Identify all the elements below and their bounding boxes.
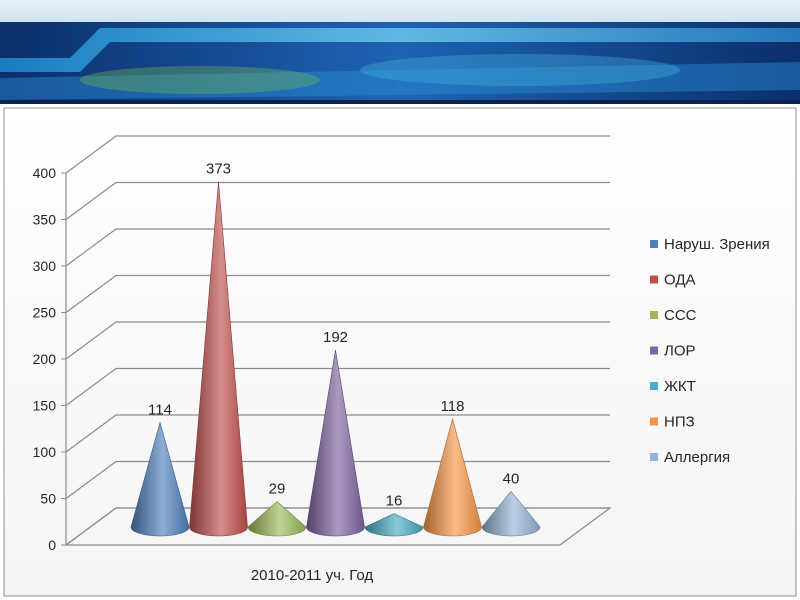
data-labels: 114 373 29 192 16 118 40	[148, 161, 519, 510]
legend-swatch	[650, 311, 658, 319]
cone-bar	[247, 501, 307, 537]
data-label: 373	[206, 161, 231, 178]
y-tick-label: 250	[33, 305, 57, 321]
legend-entry: ЛОР	[664, 343, 696, 360]
cone-bar	[481, 490, 541, 537]
legend: Наруш. Зрения ОДА ССС ЛОР ЖКТ НПЗ Аллергия	[650, 236, 770, 466]
y-tick-label: 350	[33, 212, 57, 228]
y-tick-label: 100	[33, 444, 57, 460]
y-tick-label: 50	[40, 491, 56, 507]
gridline	[65, 367, 610, 406]
legend-swatch	[650, 240, 658, 248]
x-axis-label: 2010-2011 уч. Год	[251, 567, 374, 584]
header-banner	[0, 0, 800, 104]
y-tick-label: 0	[48, 537, 56, 553]
gridline	[65, 228, 610, 267]
legend-swatch	[650, 275, 658, 284]
legend-entry: ОДА	[664, 272, 696, 289]
y-axis: 0 50 100 150 200 250 300 350 400	[33, 165, 560, 553]
data-label: 114	[148, 401, 172, 418]
cone-bar	[189, 181, 248, 537]
chart-gridlines	[65, 135, 612, 546]
data-label: 192	[323, 329, 348, 346]
y-tick-label: 150	[33, 398, 57, 414]
cone-bar	[364, 513, 424, 537]
y-tick-label: 200	[33, 351, 57, 367]
legend-entry: Наруш. Зрения	[664, 236, 770, 253]
legend-entry: НПЗ	[664, 414, 695, 431]
y-tick-label: 300	[33, 258, 57, 274]
legend-swatch	[650, 417, 658, 426]
gridline	[65, 135, 610, 174]
legend-entry: ЖКТ	[664, 378, 696, 395]
legend-swatch	[650, 382, 658, 390]
cone-bar	[130, 421, 190, 537]
y-tick-label: 400	[33, 165, 57, 181]
legend-entry: Аллергия	[664, 449, 730, 466]
gridline	[65, 181, 610, 220]
data-label: 40	[503, 470, 520, 487]
cone-bar	[306, 349, 365, 537]
plot-area	[130, 181, 541, 537]
data-label: 118	[441, 398, 465, 415]
gridline	[65, 274, 610, 313]
legend-swatch	[650, 453, 658, 461]
cone-bar	[423, 417, 482, 537]
gridline	[65, 321, 610, 360]
legend-entry: ССС	[664, 307, 697, 324]
legend-swatch	[650, 346, 658, 355]
gridline	[65, 414, 610, 453]
data-label: 29	[269, 481, 286, 498]
data-label: 16	[386, 493, 403, 510]
